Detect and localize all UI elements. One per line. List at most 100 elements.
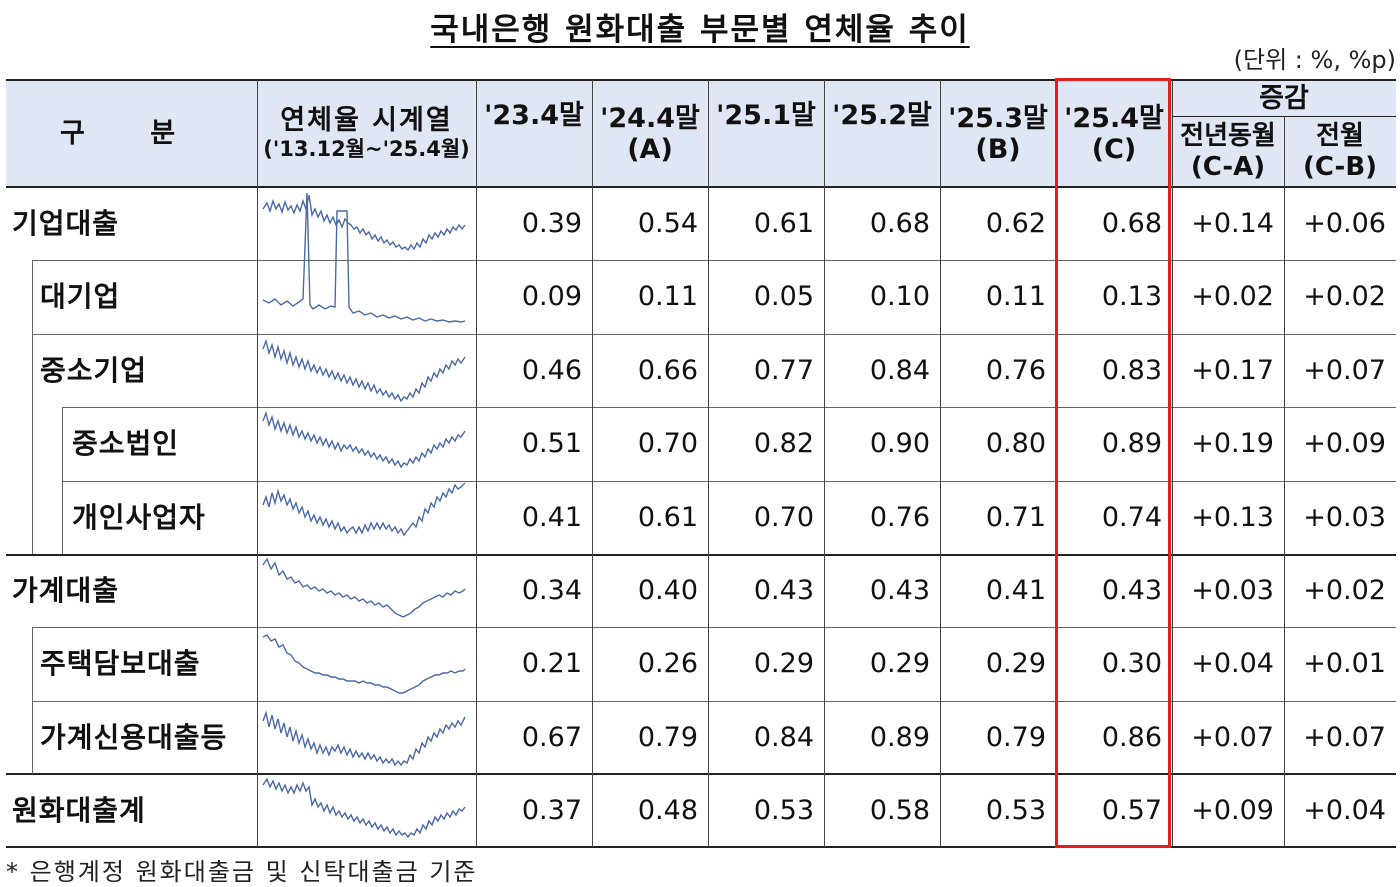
cell-change: +0.02: [1303, 281, 1386, 312]
cell-change: +0.03: [1191, 575, 1274, 606]
cell-change: +0.07: [1191, 722, 1274, 753]
header-col-2503-tag: (B): [975, 133, 1021, 165]
cell-value: 0.11: [637, 281, 698, 312]
cell-value: 0.66: [637, 355, 698, 386]
sparkline-corporate: [262, 194, 466, 252]
row-divider: [62, 407, 1396, 408]
cell-change: +0.04: [1303, 795, 1386, 826]
cell-value: 0.29: [753, 648, 814, 679]
sparkline-column: [262, 192, 466, 839]
cell-value: 0.30: [1101, 648, 1162, 679]
header-yoy-tag: (C-A): [1190, 151, 1266, 182]
cell-value: 0.34: [521, 575, 582, 606]
row-label-sole-proprietor: 개인사업자: [72, 501, 206, 534]
cell-value: 0.84: [869, 355, 930, 386]
col-divider: [708, 80, 709, 847]
footnote: * 은행계정 원화대출금 및 신탁대출금 기준: [6, 858, 478, 886]
cell-change: +0.14: [1191, 208, 1274, 239]
table-bottom-border: [6, 846, 1396, 848]
cell-value: 0.53: [985, 795, 1046, 826]
cell-value: 0.70: [637, 428, 698, 459]
col-divider: [824, 80, 825, 847]
cell-value: 0.40: [637, 575, 698, 606]
header-col-2304: '23.4말: [484, 100, 584, 131]
page-title: 국내은행 원화대출 부문별 연체율 추이: [0, 4, 1400, 49]
cell-value: 0.54: [637, 208, 698, 239]
cell-value: 0.48: [637, 795, 698, 826]
header-mom-tag: (C-B): [1302, 151, 1378, 182]
cell-value: 0.46: [521, 355, 582, 386]
cell-value: 0.57: [1101, 795, 1162, 826]
cell-value: 0.41: [521, 502, 582, 533]
row-divider: [32, 627, 1396, 628]
header-yoy-label: 전년동월: [1180, 120, 1276, 151]
cell-change: +0.02: [1191, 281, 1274, 312]
header-col-2404: '24.4말 (A): [592, 80, 708, 187]
row-label-mortgage: 주택담보대출: [40, 647, 201, 680]
header-col-2503-label: '25.3말: [948, 102, 1048, 134]
cell-value: 0.10: [869, 281, 930, 312]
cell-value: 0.89: [1101, 428, 1162, 459]
row-divider: [32, 260, 1396, 261]
cell-value: 0.68: [869, 208, 930, 239]
cell-value: 0.29: [985, 648, 1046, 679]
sparkline-total: [262, 777, 466, 839]
section-divider: [6, 554, 1396, 556]
header-col-2501: '25.1말: [716, 100, 816, 131]
cell-value: 0.68: [1101, 208, 1162, 239]
indent-line: [32, 627, 33, 774]
cell-value: 0.21: [521, 648, 582, 679]
indent-line: [62, 407, 63, 554]
cell-value: 0.43: [1101, 575, 1162, 606]
cell-change: +0.01: [1303, 648, 1386, 679]
cell-value: 0.53: [753, 795, 814, 826]
header-yoy: 전년동월 (C-A): [1172, 116, 1284, 187]
cell-value: 0.86: [1101, 722, 1162, 753]
cell-change: +0.07: [1303, 355, 1386, 386]
cell-value: 0.37: [521, 795, 582, 826]
cell-value: 0.76: [869, 502, 930, 533]
header-col-2503: '25.3말 (B): [940, 80, 1056, 187]
cell-value: 0.39: [521, 208, 582, 239]
row-label-large-corp: 대기업: [40, 280, 121, 313]
table-header-background: [6, 80, 1396, 187]
page-title-text: 국내은행 원화대출 부문별 연체율 추이: [430, 12, 970, 48]
cell-change: +0.06: [1303, 208, 1386, 239]
highlight-box-2504: [1055, 78, 1171, 848]
sparkline-sme-corp: [262, 410, 466, 469]
cell-value: 0.80: [985, 428, 1046, 459]
indent-line: [32, 260, 33, 554]
cell-value: 0.79: [637, 722, 698, 753]
row-label-corporate: 기업대출: [12, 207, 120, 240]
cell-value: 0.61: [637, 502, 698, 533]
cell-value: 0.58: [869, 795, 930, 826]
cell-value: 0.51: [521, 428, 582, 459]
row-divider: [32, 701, 1396, 702]
header-col-2504: '25.4말 (C): [1056, 80, 1172, 187]
header-bottom-border: [6, 186, 1396, 188]
cell-value: 0.41: [985, 575, 1046, 606]
header-category: 구 분: [59, 118, 204, 149]
header-mom: 전월 (C-B): [1284, 116, 1396, 187]
header-series-range: ('13.12월~'25.4월): [263, 137, 470, 161]
cell-value: 0.43: [753, 575, 814, 606]
cell-change: +0.07: [1303, 722, 1386, 753]
header-series-title: 연체율 시계열: [280, 105, 453, 136]
header-series: 연체율 시계열 ('13.12월~'25.4월): [257, 80, 476, 187]
header-mom-label: 전월: [1316, 120, 1364, 151]
cell-value: 0.90: [869, 428, 930, 459]
sparkline-household: [262, 557, 466, 618]
cell-change: +0.13: [1191, 502, 1274, 533]
cell-change: +0.09: [1191, 795, 1274, 826]
row-label-credit-etc: 가계신용대출등: [40, 721, 228, 754]
cell-value: 0.05: [753, 281, 814, 312]
cell-change: +0.17: [1191, 355, 1274, 386]
row-label-sme: 중소기업: [40, 354, 148, 387]
header-col-2504-tag: (C): [1091, 133, 1137, 165]
sparkline-sme: [262, 338, 466, 403]
cell-value: 0.67: [521, 722, 582, 753]
row-label-sme-corp: 중소법인: [72, 427, 180, 460]
col-divider: [257, 80, 258, 847]
cell-value: 0.89: [869, 722, 930, 753]
cell-value: 0.43: [869, 575, 930, 606]
